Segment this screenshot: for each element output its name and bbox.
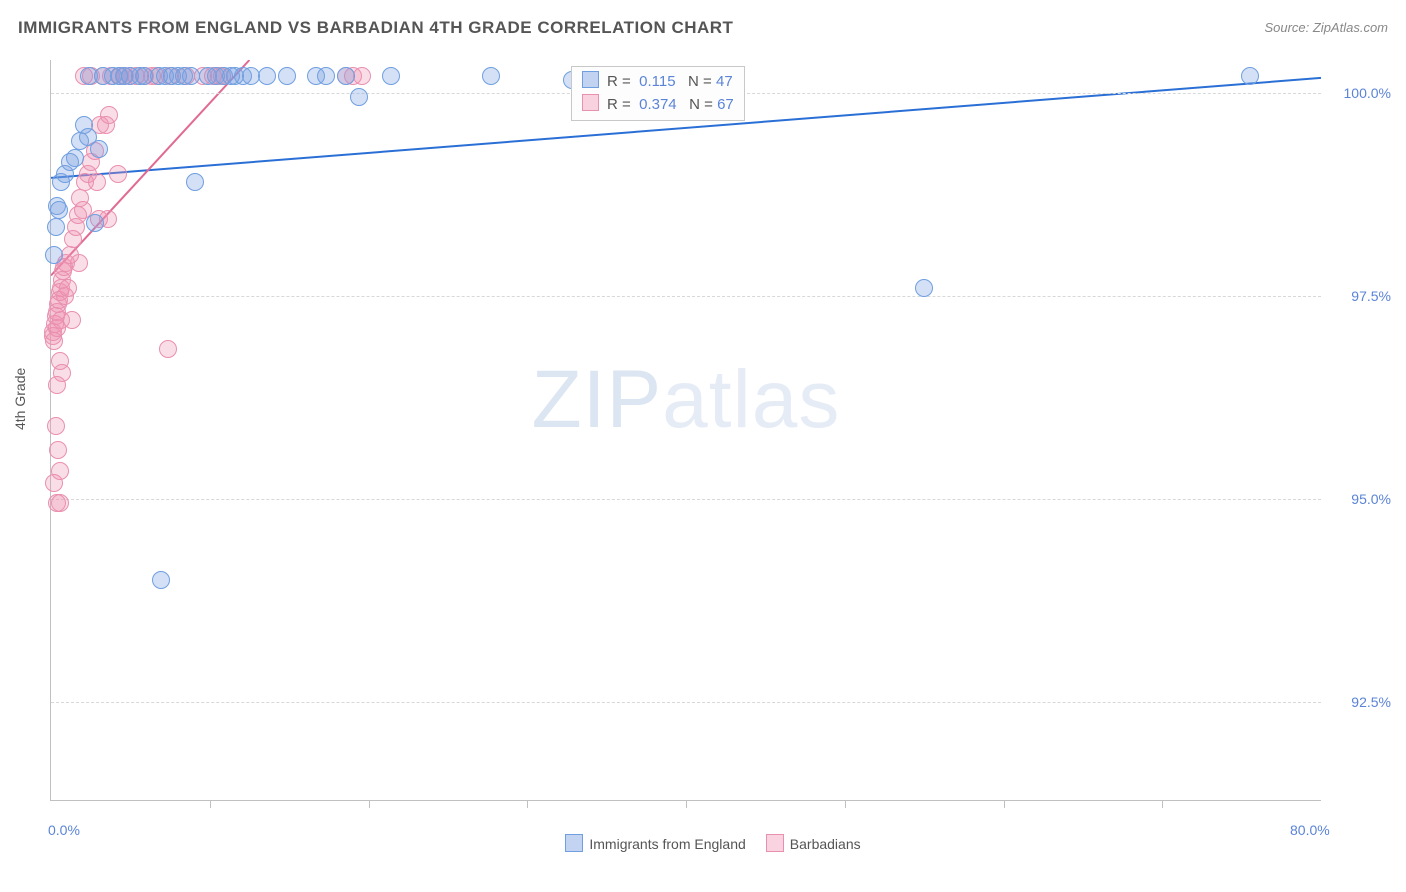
scatter-point [258,67,276,85]
scatter-point [47,218,65,236]
scatter-point [152,571,170,589]
n-value: 67 [717,96,734,113]
scatter-point [350,88,368,106]
scatter-point [915,279,933,297]
scatter-point [47,417,65,435]
scatter-point [88,173,106,191]
x-tick [210,800,211,808]
scatter-point [86,214,104,232]
regression-lines [51,60,1321,800]
scatter-point [109,165,127,183]
chart-title: IMMIGRANTS FROM ENGLAND VS BARBADIAN 4TH… [18,18,733,38]
watermark-bold: ZIP [532,354,663,445]
scatter-point [66,149,84,167]
legend-swatch [766,834,784,852]
y-tick-label: 100.0% [1331,85,1391,101]
legend-label: Barbadians [790,836,861,852]
x-tick [686,800,687,808]
r-value: 0.115 [639,73,675,90]
y-tick-label: 92.5% [1331,694,1391,710]
scatter-point [90,140,108,158]
y-tick-label: 95.0% [1331,491,1391,507]
scatter-point [159,340,177,358]
scatter-point [1241,67,1259,85]
series-swatch [582,71,599,88]
scatter-point [70,254,88,272]
x-tick-label-min: 0.0% [48,822,80,838]
scatter-point [317,67,335,85]
gridline [51,702,1321,703]
scatter-point [182,67,200,85]
gridline [51,296,1321,297]
x-tick-label-max: 80.0% [1290,822,1330,838]
scatter-point [50,201,68,219]
watermark-thin: atlas [662,354,840,445]
scatter-point [48,376,66,394]
scatter-point [482,67,500,85]
scatter-point [278,67,296,85]
plot-area: ZIPatlas 92.5%95.0%97.5%100.0%R = 0.115 … [50,60,1321,801]
scatter-point [51,494,69,512]
x-tick [1162,800,1163,808]
scatter-point [337,67,355,85]
scatter-point [382,67,400,85]
series-swatch [582,94,599,111]
stats-info-box: R = 0.115 N = 47R = 0.374 N = 67 [571,66,745,121]
legend-label: Immigrants from England [589,836,745,852]
source-attribution: Source: ZipAtlas.com [1264,20,1388,35]
scatter-point [100,106,118,124]
scatter-point [49,441,67,459]
stats-row: R = 0.115 N = 47 [582,71,734,94]
watermark: ZIPatlas [532,353,841,447]
chart-container: IMMIGRANTS FROM ENGLAND VS BARBADIAN 4TH… [0,0,1406,892]
x-tick [369,800,370,808]
n-value: 47 [716,73,733,90]
x-tick [1004,800,1005,808]
legend: Immigrants from England Barbadians [0,834,1406,852]
scatter-point [45,246,63,264]
x-tick [845,800,846,808]
stats-row: R = 0.374 N = 67 [582,94,734,117]
scatter-point [186,173,204,191]
gridline [51,499,1321,500]
scatter-point [59,279,77,297]
scatter-point [63,311,81,329]
y-tick-label: 97.5% [1331,288,1391,304]
x-tick [527,800,528,808]
r-value: 0.374 [639,96,677,113]
y-axis-label: 4th Grade [12,368,28,430]
legend-swatch [565,834,583,852]
scatter-point [45,474,63,492]
scatter-point [353,67,371,85]
